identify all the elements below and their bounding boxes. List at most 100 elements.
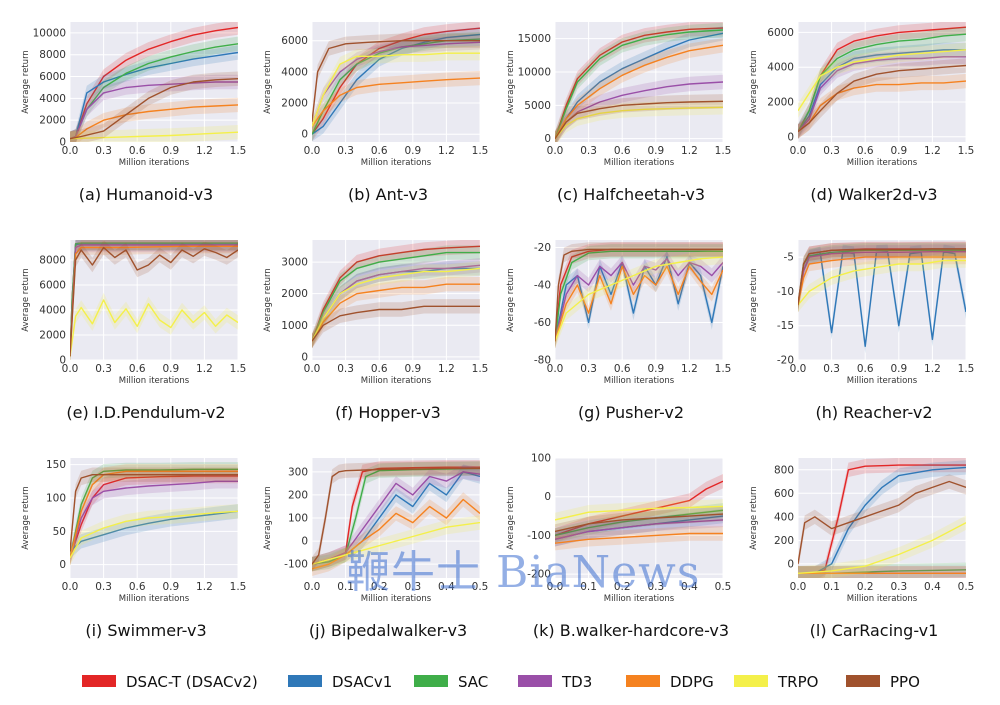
series-line [798,49,966,133]
y-tick-label: 0 [544,133,551,145]
series-band [70,468,238,566]
y-tick-label: 200 [288,489,308,501]
x-axis-label: Million iterations [604,376,675,386]
y-tick-label: 100 [531,453,551,465]
subplot-caption: (e) I.D.Pendulum-v2 [66,403,225,422]
series-line [312,33,480,135]
y-tick-label: 6000 [767,27,794,39]
x-tick-label: 0.9 [404,363,421,375]
x-tick-label: 0.3 [580,363,597,375]
series-line [798,49,966,112]
x-tick-label: 1.5 [958,145,975,157]
y-tick-label: 0 [544,491,551,503]
legend-label: PPO [890,673,920,691]
series-line [312,77,480,127]
subplot-7: 0.0 0.3 0.6 0.9 1.2 1.5 -80 -60 -40 -20 Million it… [506,240,731,422]
x-tick-label: 0.9 [890,363,907,375]
subplot-caption: (l) CarRacing-v1 [810,621,939,640]
series-band [312,464,480,572]
series-band [70,74,238,142]
series-band [555,26,723,142]
series-band [555,526,723,551]
series-line [798,256,966,306]
series-band [555,249,723,349]
x-tick-label: 1.5 [230,363,247,375]
series-line [312,40,480,122]
x-tick-label: 1.5 [715,145,732,157]
series-line [312,521,480,565]
x-tick-label: 0.0 [304,363,321,375]
series-band [798,42,966,118]
y-tick-label: 0 [301,536,308,548]
series-line [70,510,238,552]
x-tick-label: 0.3 [404,581,421,593]
x-axis-label: Million iterations [361,594,432,604]
series-line [555,32,723,140]
series-band [312,261,480,349]
subplot-3: 0.0 0.3 0.6 0.9 1.2 1.5 0 5000 10000 15000 Million… [506,22,732,204]
series-band [555,100,723,142]
series-band [555,22,723,142]
series-line [70,470,238,559]
y-axis-label: Average return [21,268,31,332]
series-band [70,462,238,566]
x-tick-label: 0.3 [823,363,840,375]
x-tick-label: 0.0 [790,145,807,157]
x-axis-label: Million iterations [119,376,190,386]
y-tick-label: -15 [777,320,794,332]
subplot-2: 0.0 0.3 0.6 0.9 1.2 1.5 0 2000 4000 6000 Million i… [263,22,488,204]
x-tick-label: 0.3 [95,581,112,593]
series-line [798,64,966,133]
series-band [70,474,238,566]
y-tick-label: -80 [534,355,551,367]
series-group [312,460,480,576]
x-tick-label: 0.0 [790,363,807,375]
series-line [798,80,966,133]
y-tick-label: 4000 [39,93,66,105]
series-line [312,52,480,127]
series-line [798,56,966,133]
series-line [312,305,480,342]
y-tick-label: -40 [534,280,551,292]
y-axis-label: Average return [263,50,273,114]
x-tick-label: 0.6 [371,145,388,157]
legend-swatch [288,675,322,687]
y-axis-label: Average return [21,486,31,550]
y-tick-label: -200 [527,569,551,581]
series-band [70,504,238,566]
series-band [798,562,966,578]
series-band [798,73,966,139]
x-tick-label: 0.0 [547,581,564,593]
legend-label: DSACv1 [332,673,392,691]
series-band [555,94,723,142]
series-group [312,240,480,349]
x-tick-label: 1.2 [438,363,455,375]
series-line [555,256,723,342]
y-axis-label: Average return [21,50,31,114]
legend-swatch [846,675,880,687]
series-band [555,259,723,349]
x-tick-label: 0.2 [614,581,631,593]
x-tick-label: 0.6 [857,363,874,375]
y-tick-label: 2000 [281,288,308,300]
x-tick-label: 1.5 [958,363,975,375]
y-tick-label: -100 [284,559,308,571]
y-tick-label: 8000 [39,255,66,267]
x-tick-label: 0.2 [371,581,388,593]
y-tick-label: 2000 [39,330,66,342]
series-line [798,480,966,565]
x-tick-label: 0.5 [715,581,732,593]
y-axis-label: Average return [263,486,273,550]
y-tick-label: 200 [774,535,794,547]
series-line [798,466,966,574]
subplot-caption: (k) B.walker-hardcore-v3 [533,621,729,640]
series-group [555,22,723,142]
y-tick-label: 2000 [281,98,308,110]
series-line [70,468,238,559]
x-tick-label: 0.0 [62,363,79,375]
x-tick-label: 0.3 [95,363,112,375]
series-line [70,78,238,140]
x-tick-label: 0.6 [129,363,146,375]
y-tick-label: -20 [534,242,551,254]
y-tick-label: 0 [301,351,308,363]
